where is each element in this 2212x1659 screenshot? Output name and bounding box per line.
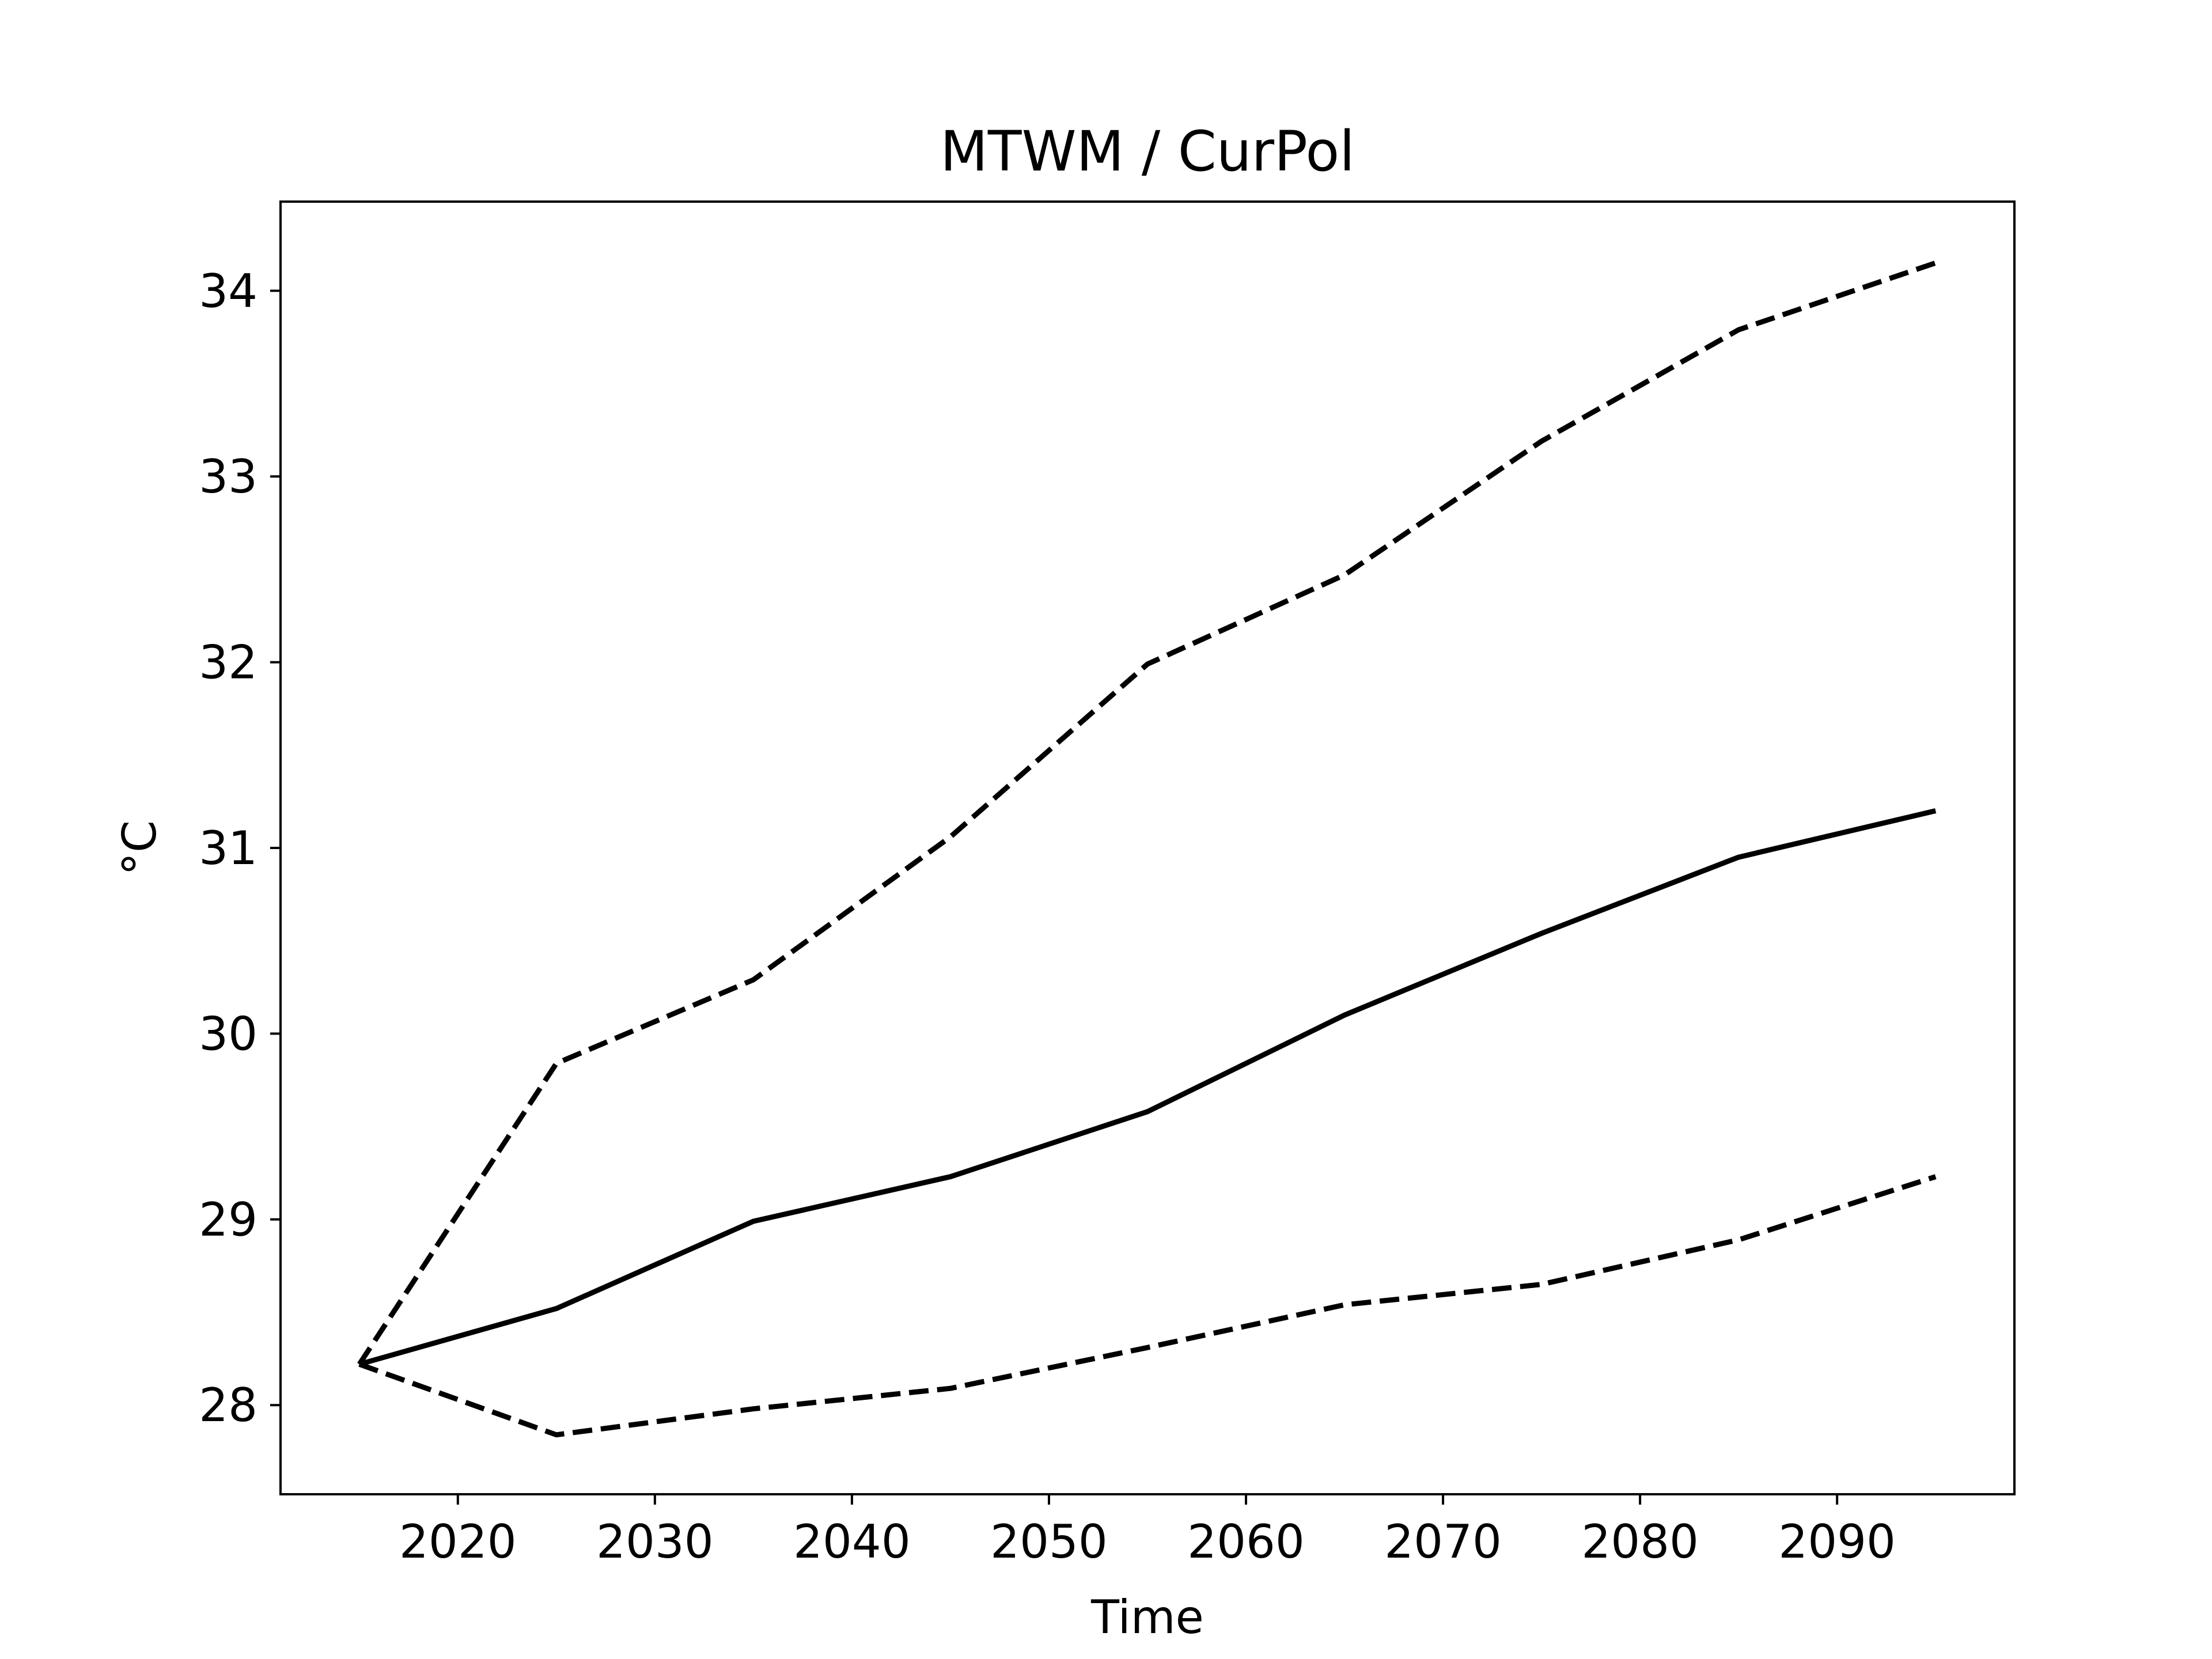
y-tick-label: 31	[199, 821, 257, 875]
y-tick-label: 34	[199, 264, 257, 318]
x-tick-label: 2060	[1187, 1515, 1305, 1569]
series-line-3	[358, 1174, 1937, 1438]
y-axis-label: °C	[113, 820, 166, 876]
x-tick-label: 2020	[399, 1515, 517, 1569]
chart-title: MTWM / CurPol	[940, 119, 1355, 184]
y-tick-label: 29	[199, 1193, 257, 1247]
plot-area	[357, 260, 1937, 1438]
x-tick-label: 2090	[1778, 1515, 1896, 1569]
x-tick-label: 2040	[793, 1515, 911, 1569]
x-tick-label: 2050	[990, 1515, 1108, 1569]
series-line-1	[358, 808, 1937, 1367]
x-tick-label: 2030	[596, 1515, 714, 1569]
x-axis-label: Time	[1090, 1590, 1204, 1644]
y-tick-label: 33	[199, 450, 257, 503]
x-tick-label: 2080	[1581, 1515, 1699, 1569]
y-tick-label: 28	[199, 1378, 257, 1432]
x-axis: 2020 2030 2040 2050 2060 2070 2080 2090	[399, 1494, 1896, 1569]
x-tick-label: 2070	[1384, 1515, 1502, 1569]
y-tick-label: 32	[199, 636, 257, 690]
y-axis: 28 29 30 31 32 33 34	[199, 264, 281, 1432]
y-tick-label: 30	[199, 1007, 257, 1060]
series-line-2	[357, 260, 1937, 1366]
